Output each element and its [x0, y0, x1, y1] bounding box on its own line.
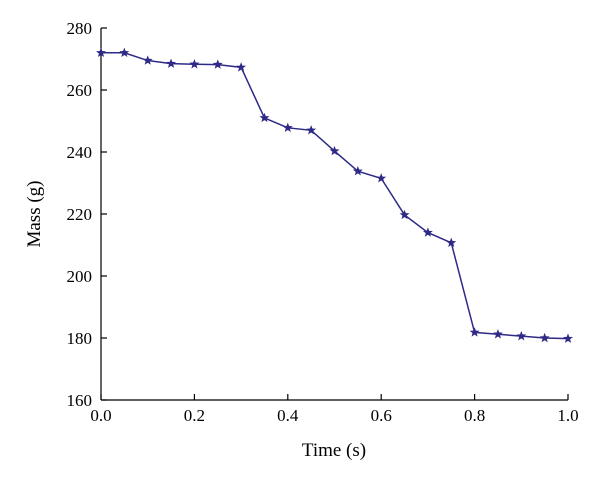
y-axis-title: Mass (g): [24, 180, 45, 247]
data-point-star: [259, 112, 270, 123]
y-tick-label: 180: [67, 329, 93, 348]
series-group: [96, 47, 573, 343]
data-point-star: [399, 209, 410, 220]
data-point-star: [376, 173, 387, 183]
axes: [100, 28, 568, 401]
data-point-star: [306, 125, 317, 135]
y-tick-label: 160: [67, 391, 93, 410]
y-ticks: 160 180 200 220 240 260 280: [67, 19, 107, 410]
data-point-star: [96, 47, 106, 58]
data-point-star: [189, 59, 200, 69]
data-point-star: [329, 145, 340, 156]
data-point-star: [493, 329, 503, 339]
series-line: [101, 52, 569, 340]
x-axis-title: Time (s): [302, 440, 366, 461]
y-tick-label: 220: [67, 205, 93, 224]
data-point-star: [352, 166, 363, 176]
x-tick-label: 0.4: [277, 406, 299, 425]
data-point-star: [422, 227, 433, 237]
x-ticks: 0.0 0.2 0.4 0.6 0.8 1.0: [90, 394, 579, 425]
data-point-star: [166, 58, 176, 68]
data-point-star: [446, 237, 457, 248]
x-tick-label: 1.0: [557, 406, 578, 425]
y-tick-label: 260: [67, 81, 93, 100]
y-tick-label: 200: [67, 267, 93, 286]
y-tick-label: 280: [67, 19, 93, 38]
data-point-star: [539, 332, 550, 343]
data-point-star: [212, 59, 223, 69]
data-point-star: [142, 55, 153, 65]
data-point-star: [282, 122, 293, 133]
y-tick-label: 240: [67, 143, 93, 162]
data-point-star: [563, 333, 573, 343]
x-tick-label: 0.0: [90, 406, 111, 425]
data-point-star: [236, 62, 247, 72]
data-point-star: [469, 327, 480, 337]
data-point-star: [119, 47, 130, 58]
x-tick-label: 0.8: [464, 406, 485, 425]
x-tick-label: 0.2: [184, 406, 205, 425]
data-point-star: [516, 330, 527, 341]
x-tick-label: 0.6: [371, 406, 392, 425]
